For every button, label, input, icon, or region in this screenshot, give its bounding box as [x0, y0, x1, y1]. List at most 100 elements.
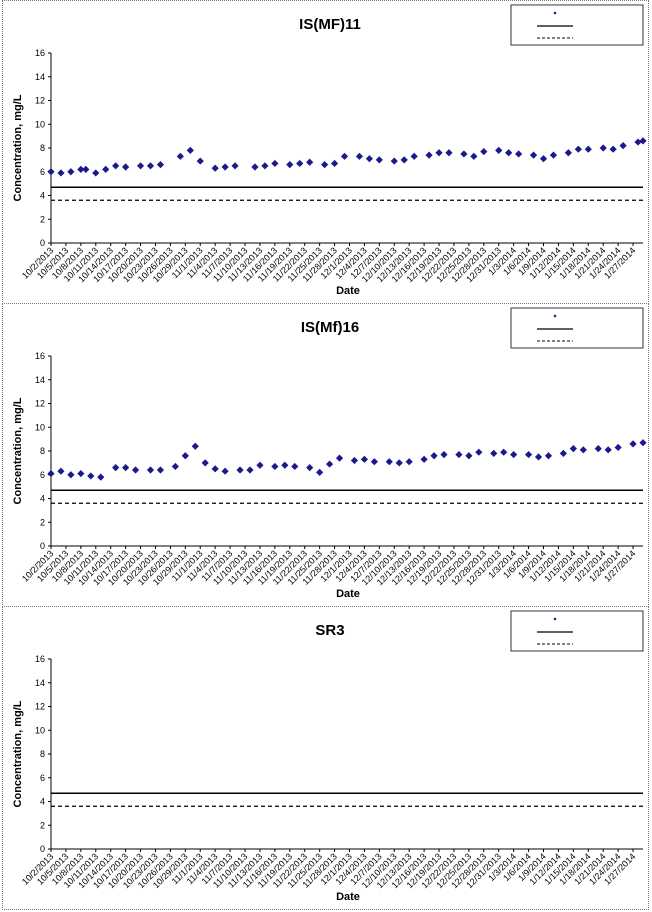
- chart-title: SR3: [315, 622, 344, 639]
- y-tick-label: 14: [35, 72, 45, 82]
- y-tick-label: 6: [40, 470, 45, 480]
- data-point: [599, 144, 607, 152]
- data-point: [306, 464, 314, 472]
- data-point: [251, 163, 259, 171]
- y-tick-label: 8: [40, 143, 45, 153]
- data-point: [330, 159, 339, 168]
- y-tick-label: 14: [35, 678, 45, 688]
- legend: [510, 4, 644, 46]
- y-axis-title: Concentration, mg/L: [12, 94, 24, 201]
- y-tick-label: 2: [40, 517, 45, 527]
- data-point: [405, 458, 413, 466]
- data-point: [271, 462, 279, 471]
- data-point: [176, 152, 184, 160]
- data-point: [156, 466, 165, 474]
- data-point: [609, 145, 617, 153]
- data-point: [400, 156, 408, 164]
- data-point: [534, 453, 543, 461]
- data-point: [475, 448, 483, 456]
- data-point: [77, 469, 85, 478]
- data-point: [186, 146, 194, 154]
- data-point: [614, 443, 622, 452]
- y-tick-label: 10: [35, 119, 45, 129]
- data-point: [460, 150, 468, 158]
- data-point: [425, 151, 433, 159]
- data-point: [375, 156, 383, 164]
- data-point: [196, 157, 204, 165]
- data-point: [510, 450, 518, 459]
- y-tick-label: 14: [35, 375, 45, 385]
- y-tick-label: 0: [40, 541, 45, 551]
- data-point: [390, 157, 398, 165]
- y-axis-title: Concentration, mg/L: [12, 700, 24, 807]
- data-point: [340, 152, 349, 160]
- data-point: [465, 452, 473, 460]
- data-point: [146, 162, 155, 170]
- y-tick-label: 10: [35, 422, 45, 432]
- legend-marker-points: [553, 617, 557, 621]
- data-point: [500, 448, 508, 456]
- chart-title: IS(Mf)16: [301, 319, 359, 336]
- data-point: [156, 161, 165, 169]
- data-point: [639, 137, 647, 145]
- data-point: [385, 458, 393, 466]
- data-point: [122, 464, 130, 472]
- legend: [510, 307, 644, 349]
- chart-2: IS(Mf)16024681012141610/2/201310/5/20131…: [12, 307, 647, 600]
- y-tick-label: 12: [35, 96, 45, 106]
- data-point: [435, 149, 443, 157]
- data-point: [594, 445, 602, 453]
- data-point: [102, 165, 110, 173]
- data-point: [335, 454, 344, 462]
- y-tick-label: 2: [40, 214, 45, 224]
- data-point: [325, 460, 334, 468]
- data-point: [495, 146, 503, 154]
- y-tick-label: 0: [40, 844, 45, 854]
- data-point: [221, 467, 229, 475]
- data-point: [539, 155, 548, 163]
- y-axis-title: Concentration, mg/L: [12, 397, 24, 504]
- data-point: [122, 163, 130, 171]
- data-point: [559, 449, 568, 457]
- data-point: [271, 159, 279, 168]
- y-tick-label: 0: [40, 238, 45, 248]
- y-tick-label: 6: [40, 167, 45, 177]
- data-point: [515, 150, 523, 158]
- data-point: [574, 145, 582, 153]
- y-tick-label: 8: [40, 446, 45, 456]
- data-point: [221, 163, 229, 171]
- data-point: [455, 450, 463, 459]
- chart-panel-2: IS(Mf)16 0 2 4 6 8 10 12 14 16 10/2/2013 10/5/2013 1…: [2, 303, 649, 607]
- chart-1: IS(MF)11024681012141610/2/201310/5/20131…: [12, 4, 647, 297]
- chart-title: IS(MF)11: [299, 16, 361, 33]
- y-tick-label: 16: [35, 48, 45, 58]
- data-point: [306, 158, 314, 166]
- data-point: [57, 467, 65, 475]
- data-point: [430, 452, 438, 460]
- data-point: [281, 461, 289, 469]
- data-point: [256, 461, 264, 469]
- x-axis-title: Date: [336, 588, 360, 600]
- y-tick-label: 4: [40, 797, 45, 807]
- chart-3: SR3024681012141610/2/201310/5/201310/8/2…: [12, 610, 644, 903]
- y-tick-label: 12: [35, 702, 45, 712]
- data-point: [136, 162, 145, 170]
- data-point: [505, 149, 513, 157]
- data-point: [146, 466, 155, 474]
- data-point: [211, 164, 219, 172]
- legend: [510, 610, 644, 652]
- data-point: [92, 169, 100, 177]
- data-point: [355, 152, 364, 160]
- y-tick-label: 8: [40, 749, 45, 759]
- data-point: [296, 159, 304, 168]
- data-point: [634, 138, 642, 146]
- y-tick-label: 10: [35, 725, 45, 735]
- x-axis-title: Date: [336, 285, 360, 297]
- data-point: [112, 162, 120, 170]
- data-point: [440, 450, 448, 459]
- data-point: [639, 439, 647, 447]
- data-point: [529, 151, 538, 159]
- data-point: [579, 446, 587, 454]
- data-point: [629, 440, 637, 448]
- data-point: [131, 466, 140, 474]
